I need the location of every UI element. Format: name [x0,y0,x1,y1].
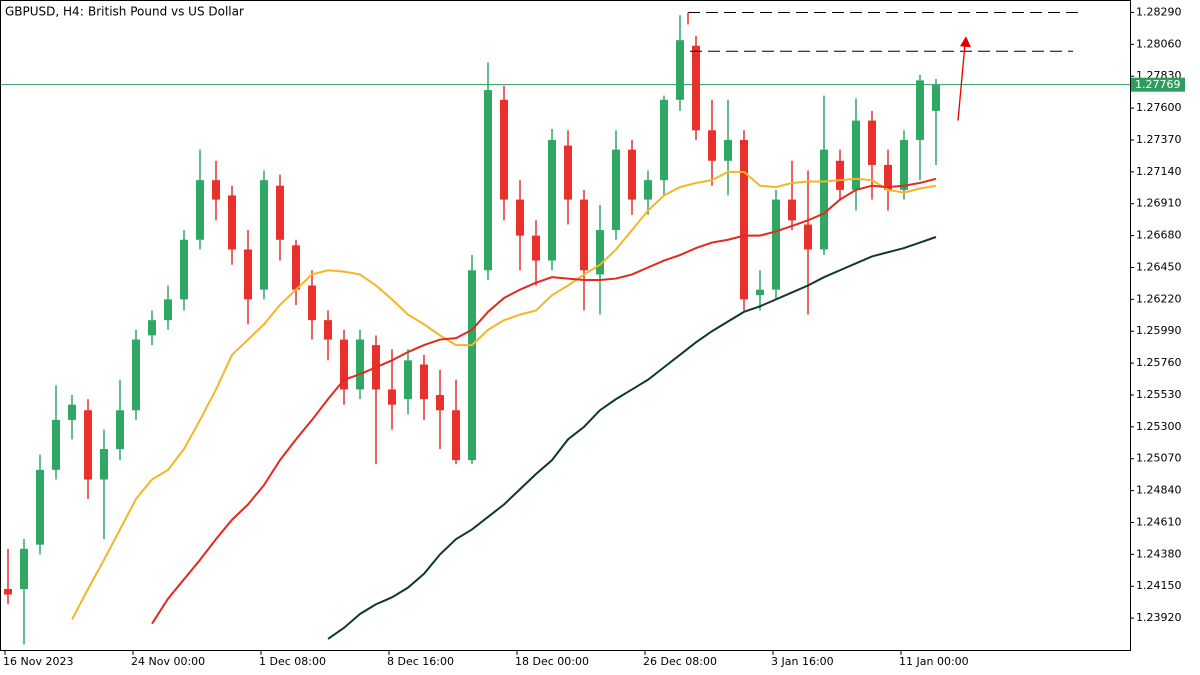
candle-body [164,299,172,321]
candle-body [644,180,652,200]
candle-body [20,548,28,590]
candle-body [740,139,748,300]
candle-body [628,149,636,200]
candle-body [292,245,300,290]
y-tick-label: 1.26910 [1136,197,1182,210]
candle-body [884,164,892,190]
x-tick-label: 26 Dec 08:00 [643,655,717,668]
candle-body [68,404,76,420]
candle-body [148,320,156,336]
candle-body [868,120,876,165]
y-tick-label: 1.24840 [1136,484,1182,497]
x-tick-label: 24 Nov 00:00 [131,655,205,668]
candle-body [676,40,684,100]
candle-body [724,139,732,161]
y-tick-label: 1.25990 [1136,324,1182,337]
y-tick-label: 1.27370 [1136,133,1182,146]
chart-symbol: GBPUSD, H4: [5,5,84,19]
candle-body [820,149,828,250]
x-tick-label: 16 Nov 2023 [3,655,73,668]
y-tick-label: 1.25300 [1136,420,1182,433]
candle-body [612,149,620,231]
candle-body [532,235,540,261]
y-tick-label: 1.24150 [1136,579,1182,592]
candle-body [756,289,764,296]
y-tick-label: 1.24610 [1136,515,1182,528]
forecast-arrow [957,44,966,121]
candle-body [260,180,268,290]
y-tick-label: 1.25070 [1136,452,1182,465]
candle-body [772,199,780,290]
x-tick-label: 18 Dec 00:00 [515,655,589,668]
candle-body [516,199,524,236]
plot-frame [0,0,1131,651]
candle-body [596,230,604,275]
candle-body [932,84,940,111]
x-tick-label: 11 Jan 00:00 [899,655,969,668]
forecast-arrowhead [960,36,971,48]
y-tick-label: 1.24380 [1136,547,1182,560]
plot-area [1,11,1130,645]
y-tick-label: 1.26220 [1136,292,1182,305]
moving-average-line [151,177,937,625]
x-tick-label: 3 Jan 16:00 [771,655,834,668]
candle-body [788,199,796,221]
candle-body [468,270,476,461]
candle-body [196,180,204,240]
candle-body [324,320,332,340]
last-price-label: 1.27769 [1135,78,1181,91]
candle-body [308,285,316,321]
candle-body [804,224,812,250]
y-tick-label: 1.26680 [1136,229,1182,242]
chart-description: British Pound vs US Dollar [88,5,244,19]
candle-body [900,139,908,190]
candle-body [180,239,188,300]
last-price-box [1131,77,1185,92]
candle-body [420,364,428,400]
candle-body [852,120,860,190]
candle-body [4,589,12,595]
y-tick-label: 1.23920 [1136,611,1182,624]
candle-body [212,180,220,200]
y-tick-label: 1.28060 [1136,37,1182,50]
candle-body [500,99,508,200]
moving-average-line [71,170,937,620]
candle-body [660,99,668,181]
candle-body [692,45,700,131]
candle-body [436,394,444,411]
candle-body [276,185,284,240]
candle-body [564,145,572,200]
candle-body [452,410,460,461]
candle-body [340,339,348,390]
candle-body [84,410,92,480]
y-tick-label: 1.25530 [1136,388,1182,401]
candle-body [244,249,252,300]
moving-average-line [327,236,937,640]
candle-body [404,360,412,400]
x-tick-label: 1 Dec 08:00 [259,655,326,668]
candle-body [388,389,396,405]
y-tick-label: 1.27140 [1136,165,1182,178]
candle-body [580,199,588,271]
x-tick-label: 8 Dec 16:00 [387,655,454,668]
candle-body [228,195,236,250]
candle-body [916,80,924,140]
candle-body [100,449,108,480]
candle-body [116,410,124,450]
candle-body [356,339,364,390]
candle-body [708,130,716,161]
candle-body [836,160,844,190]
candle-body [548,139,556,261]
y-tick-label: 1.28290 [1136,5,1182,18]
y-tick-label: 1.25760 [1136,356,1182,369]
candle-body [132,339,140,411]
y-tick-label: 1.26450 [1136,260,1182,273]
candle-body [36,469,44,545]
candle-body [52,419,60,470]
y-tick-label: 1.27600 [1136,101,1182,114]
candle-body [484,90,492,271]
